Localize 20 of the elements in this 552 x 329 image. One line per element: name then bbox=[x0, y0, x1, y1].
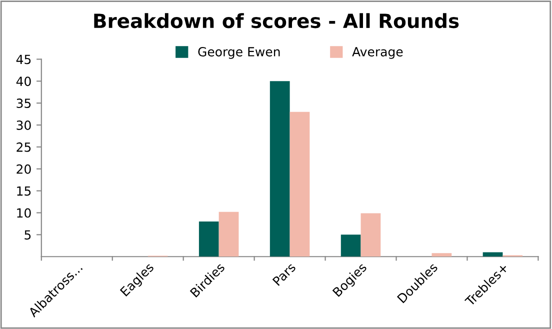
y-tick-label: 10 bbox=[17, 208, 31, 218]
y-tick-label: 15 bbox=[17, 186, 31, 196]
legend-label: George Ewen bbox=[198, 47, 280, 59]
y-tick-label: 20 bbox=[16, 164, 31, 174]
chart-title: Breakdown of scores - All Rounds bbox=[94, 13, 459, 28]
bar bbox=[198, 222, 219, 257]
y-tick-label: 5 bbox=[24, 230, 31, 240]
bar bbox=[270, 81, 290, 257]
bar bbox=[432, 253, 452, 257]
y-tick-label: 35 bbox=[16, 98, 31, 108]
bar bbox=[218, 212, 239, 257]
bar bbox=[482, 252, 503, 257]
y-tick-label: 45 bbox=[16, 54, 31, 64]
y-tick-label: 25 bbox=[16, 142, 31, 152]
bar bbox=[360, 213, 381, 257]
y-tick-label: 30 bbox=[16, 120, 31, 130]
y-tick-label: 40 bbox=[16, 76, 31, 86]
bar bbox=[340, 234, 361, 257]
legend-label: Average bbox=[352, 47, 403, 59]
bar bbox=[290, 112, 310, 257]
